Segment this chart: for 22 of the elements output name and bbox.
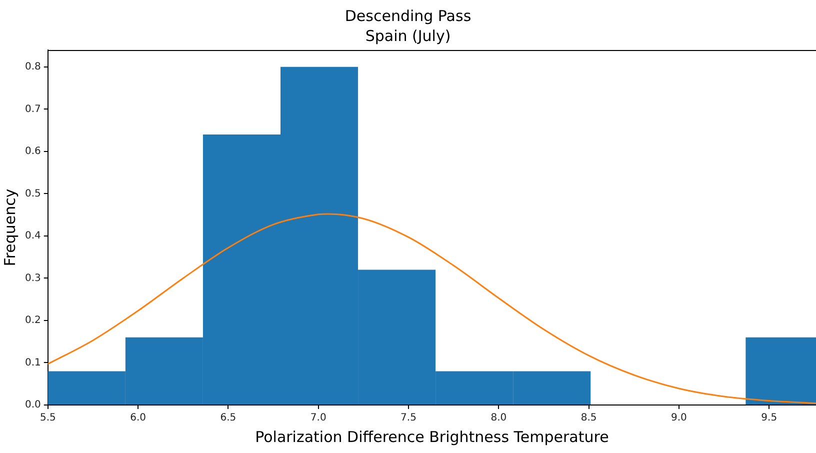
y-tick-label: 0.1 xyxy=(24,357,41,368)
x-tick-label: 9.0 xyxy=(671,412,687,424)
x-tick-label: 6.0 xyxy=(130,412,146,424)
y-tick-label: 0.8 xyxy=(24,62,41,72)
x-axis-title: Polarization Difference Brightness Temperature xyxy=(255,428,609,446)
y-tick-label: 0.3 xyxy=(24,272,41,284)
y-tick-label: 0.6 xyxy=(24,146,41,158)
x-tick-label: 9.5 xyxy=(761,412,778,424)
y-tick-label: 0.5 xyxy=(24,188,41,200)
x-tick-label: 8.5 xyxy=(580,412,597,424)
y-tick-label: 0.2 xyxy=(24,315,41,326)
y-tick-label: 0.0 xyxy=(24,400,41,411)
chart-title: Descending Pass xyxy=(344,6,472,25)
y-tick-label: 0.4 xyxy=(24,230,41,242)
x-tick-label: 7.5 xyxy=(400,412,416,424)
x-tick-label: 8.0 xyxy=(490,412,507,424)
x-tick-label: 7.0 xyxy=(310,412,326,424)
y-axis-title: Frequency xyxy=(0,188,19,266)
chart-subtitle: Spain (July) xyxy=(365,26,451,45)
x-tick-label: 6.5 xyxy=(220,412,236,424)
y-tick-label: 0.7 xyxy=(24,104,41,115)
x-tick-label: 5.5 xyxy=(40,412,56,424)
